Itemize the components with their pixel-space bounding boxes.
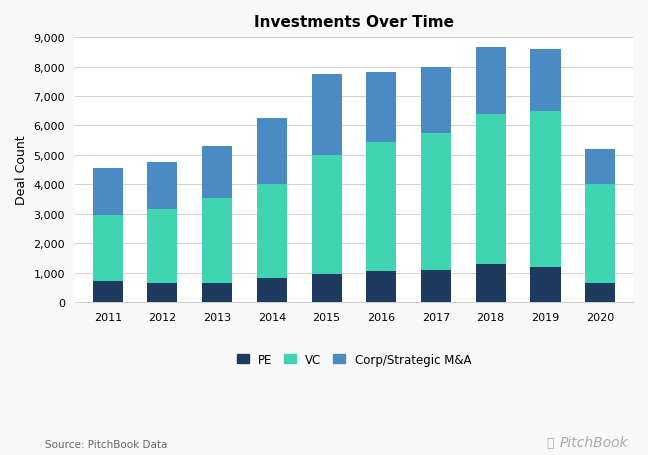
Bar <box>93 282 122 302</box>
Bar <box>585 150 615 185</box>
Bar <box>585 185 615 283</box>
Text: Source: PitchBook Data: Source: PitchBook Data <box>45 439 168 449</box>
Bar <box>147 283 178 302</box>
Bar <box>421 67 451 133</box>
Bar <box>93 216 122 282</box>
Bar <box>531 50 561 111</box>
Bar <box>202 147 232 198</box>
Legend: PE, VC, Corp/Strategic M&A: PE, VC, Corp/Strategic M&A <box>232 348 476 370</box>
Bar <box>531 267 561 302</box>
Bar <box>257 185 287 279</box>
Bar <box>421 270 451 302</box>
Bar <box>476 114 506 264</box>
Bar <box>476 48 506 114</box>
Bar <box>147 163 178 210</box>
Bar <box>366 272 397 302</box>
Bar <box>421 133 451 270</box>
Bar <box>312 75 341 156</box>
Bar <box>257 279 287 302</box>
Title: Investments Over Time: Investments Over Time <box>254 15 454 30</box>
Bar <box>585 283 615 302</box>
Y-axis label: Deal Count: Deal Count <box>15 136 28 205</box>
Bar <box>147 210 178 283</box>
Bar <box>531 111 561 267</box>
Bar <box>202 283 232 302</box>
Bar <box>257 119 287 185</box>
Bar <box>476 264 506 302</box>
Bar <box>312 156 341 274</box>
Text: 🌿: 🌿 <box>546 436 554 449</box>
Text: PitchBook: PitchBook <box>560 435 629 449</box>
Bar <box>366 73 397 142</box>
Bar <box>366 142 397 272</box>
Bar <box>93 169 122 216</box>
Bar <box>312 274 341 302</box>
Bar <box>202 198 232 283</box>
